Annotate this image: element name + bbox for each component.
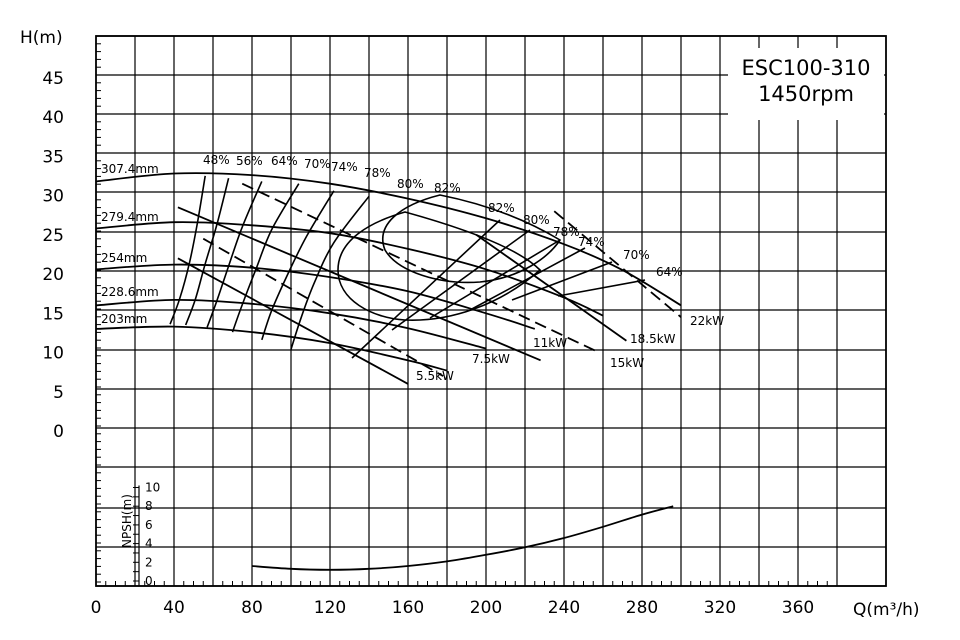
efficiency-contour-segment bbox=[557, 279, 646, 297]
x-tick-label: 160 bbox=[392, 598, 424, 618]
diameter-label: 203mm bbox=[101, 312, 147, 326]
efficiency-contour bbox=[261, 190, 335, 341]
efficiency-label: 82% bbox=[434, 181, 461, 195]
x-tick-label: 0 bbox=[91, 598, 102, 618]
efficiency-label: 70% bbox=[623, 248, 650, 262]
x-tick-label: 120 bbox=[314, 598, 346, 618]
npsh-tick-label: 0 bbox=[145, 574, 153, 588]
head-curve bbox=[95, 263, 536, 330]
head-curve bbox=[95, 172, 682, 307]
npsh-ticks: 0 2 4 6 8 10 bbox=[133, 481, 160, 588]
efficiency-label: 70% bbox=[304, 157, 331, 171]
efficiency-label: 80% bbox=[397, 177, 424, 191]
y-tick-label: 15 bbox=[42, 304, 64, 324]
head-curves bbox=[95, 172, 682, 372]
power-label: 22kW bbox=[690, 314, 724, 328]
power-line bbox=[241, 182, 600, 354]
power-label: 15kW bbox=[610, 356, 644, 370]
efficiency-label: 64% bbox=[271, 154, 298, 168]
plot-border bbox=[95, 35, 887, 587]
efficiency-contour bbox=[382, 194, 562, 284]
npsh-curve bbox=[251, 505, 674, 571]
y-ticks: 0 5 10 15 20 25 30 35 40 45 bbox=[42, 69, 64, 442]
efficiency-label: 56% bbox=[236, 154, 263, 168]
x-axis-title: Q(m³/h) bbox=[853, 600, 920, 620]
efficiency-contour bbox=[169, 175, 206, 325]
power-label: 5.5kW bbox=[416, 369, 454, 383]
model-title: ESC100-310 bbox=[741, 56, 870, 80]
model-speed: 1450rpm bbox=[758, 82, 854, 106]
x-tick-label: 240 bbox=[548, 598, 580, 618]
efficiency-contour bbox=[184, 177, 230, 326]
x-tick-label: 280 bbox=[626, 598, 658, 618]
power-line bbox=[202, 237, 444, 377]
y-tick-label: 0 bbox=[53, 422, 64, 442]
y-axis-title: H(m) bbox=[20, 28, 63, 48]
y-tick-label: 20 bbox=[42, 265, 64, 285]
model-box bbox=[728, 48, 884, 120]
x-tick-label: 320 bbox=[704, 598, 736, 618]
diameter-label: 307.4mm bbox=[101, 162, 159, 176]
npsh-tick-label: 4 bbox=[145, 537, 153, 551]
diameter-label: 228.6mm bbox=[101, 285, 159, 299]
x-tick-label: 360 bbox=[782, 598, 814, 618]
plot-grid bbox=[96, 35, 886, 587]
y-tick-label: 5 bbox=[53, 383, 64, 403]
head-curve bbox=[95, 325, 448, 372]
efficiency-label: 64% bbox=[656, 265, 683, 279]
head-curve bbox=[95, 298, 487, 350]
power-label: 18.5kW bbox=[630, 332, 676, 346]
power-line bbox=[177, 257, 409, 385]
npsh-curve-group bbox=[251, 505, 674, 571]
power-line bbox=[475, 234, 627, 342]
power-line bbox=[177, 206, 541, 362]
head-curve bbox=[95, 221, 604, 317]
efficiency-contour-segment bbox=[391, 229, 531, 331]
power-line bbox=[553, 210, 682, 318]
efficiency-label: 80% bbox=[523, 213, 550, 227]
x-tick-label: 40 bbox=[163, 598, 185, 618]
plot-frame bbox=[95, 35, 887, 587]
efficiency-label: 48% bbox=[203, 153, 230, 167]
diameter-label: 254mm bbox=[101, 251, 147, 265]
y-tick-label: 30 bbox=[42, 187, 64, 207]
npsh-tick-label: 6 bbox=[145, 518, 153, 532]
y-tick-label: 40 bbox=[42, 108, 64, 128]
y-tick-label: 25 bbox=[42, 226, 64, 246]
y-tick-label: 45 bbox=[42, 69, 64, 89]
efficiency-contour bbox=[337, 211, 542, 321]
efficiency-contour-segment bbox=[429, 239, 561, 319]
efficiency-label: 82% bbox=[488, 201, 515, 215]
x-ticks: 0 40 80 120 160 200 240 280 320 360 bbox=[91, 598, 815, 618]
diameter-label: 279.4mm bbox=[101, 210, 159, 224]
efficiency-contour bbox=[290, 195, 370, 350]
efficiency-label: 78% bbox=[553, 225, 580, 239]
efficiency-contour-segment bbox=[351, 219, 501, 359]
npsh-tick-label: 10 bbox=[145, 481, 160, 495]
y-tick-label: 10 bbox=[42, 344, 64, 364]
npsh-tick-label: 2 bbox=[145, 555, 153, 569]
npsh-tick-label: 8 bbox=[145, 499, 153, 513]
efficiency-label: 78% bbox=[364, 166, 391, 180]
power-lines bbox=[177, 182, 682, 385]
efficiency-contour-segment bbox=[511, 261, 613, 301]
x-tick-label: 200 bbox=[470, 598, 502, 618]
power-label: 11kW bbox=[533, 336, 567, 350]
y-tick-label: 35 bbox=[42, 147, 64, 167]
efficiency-contour bbox=[206, 181, 263, 328]
efficiency-label: 74% bbox=[331, 160, 358, 174]
power-label: 7.5kW bbox=[472, 352, 510, 366]
x-tick-label: 80 bbox=[241, 598, 263, 618]
efficiency-label: 74% bbox=[578, 235, 605, 249]
npsh-axis-title: NPSH(m) bbox=[120, 494, 134, 548]
